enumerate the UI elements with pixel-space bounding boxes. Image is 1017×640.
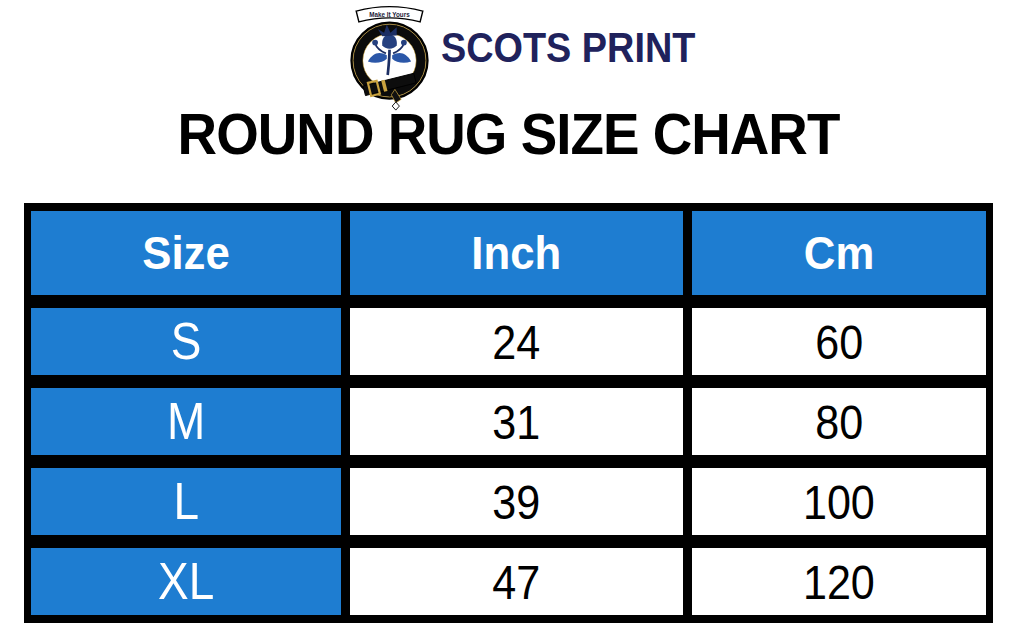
cm-value: 80 [815, 394, 863, 450]
size-label: S [171, 312, 202, 371]
page-title: ROUND RUG SIZE CHART [20, 103, 996, 165]
cm-cell-row-4: 120 [692, 548, 986, 615]
size-cell-row-2: M [31, 388, 341, 455]
inch-value: 39 [492, 474, 540, 530]
inch-value: 24 [492, 314, 540, 370]
size-chart-page: Make It Yours [0, 0, 1017, 640]
column-header-label: Size [142, 226, 229, 280]
brand-name: SCOTS PRINT [441, 24, 695, 70]
column-header-label: Inch [472, 226, 562, 280]
cm-cell-row-3: 100 [692, 468, 986, 535]
column-header-size: Size [31, 211, 341, 295]
thistle-crest-icon: Make It Yours [343, 3, 436, 111]
size-label: L [173, 472, 199, 531]
inch-value: 31 [492, 394, 540, 450]
size-cell-row-1: S [31, 308, 341, 375]
size-cell-row-4: XL [31, 548, 341, 615]
size-label: M [167, 392, 205, 451]
inch-cell-row-3: 39 [350, 468, 682, 535]
size-cell-row-3: L [31, 468, 341, 535]
thistle-crest-logo: Make It Yours [343, 3, 436, 111]
cm-cell-row-2: 80 [692, 388, 986, 455]
cm-value: 100 [803, 474, 875, 530]
banner-tagline: Make It Yours [369, 11, 410, 18]
inch-cell-row-1: 24 [350, 308, 682, 375]
cm-value: 120 [803, 554, 875, 610]
inch-cell-row-4: 47 [350, 548, 682, 615]
cm-cell-row-1: 60 [692, 308, 986, 375]
size-chart-table: Size Inch Cm S 24 60 M 31 80 L [24, 203, 993, 623]
size-label: XL [158, 552, 214, 611]
cm-value: 60 [815, 314, 863, 370]
column-header-inch: Inch [350, 211, 682, 295]
column-header-label: Cm [804, 226, 874, 280]
inch-cell-row-2: 31 [350, 388, 682, 455]
column-header-cm: Cm [692, 211, 986, 295]
inch-value: 47 [492, 554, 540, 610]
